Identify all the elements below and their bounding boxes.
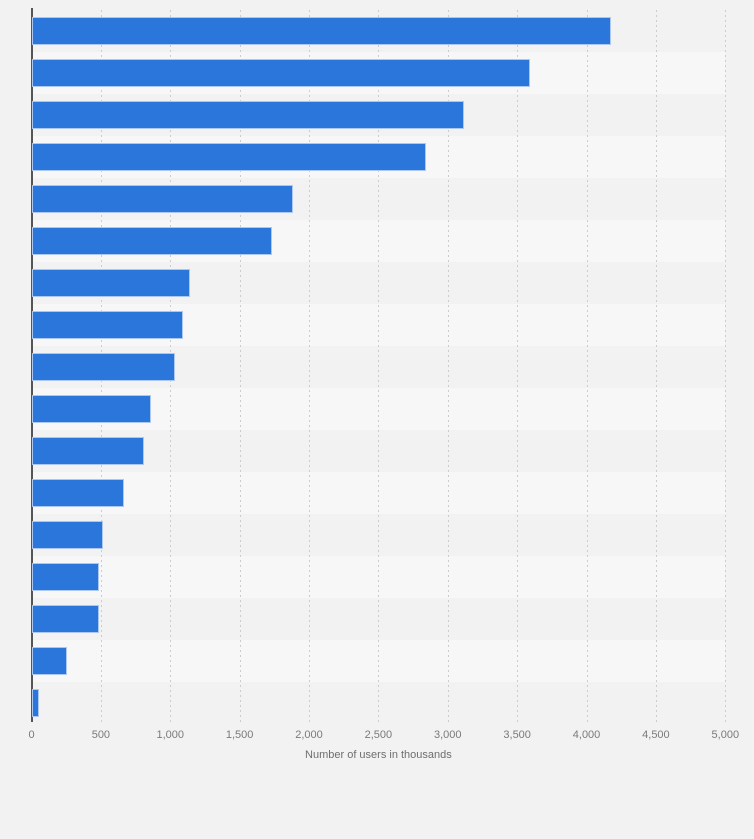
bar[interactable] (32, 269, 191, 297)
bar[interactable] (32, 689, 39, 717)
gridline (725, 10, 727, 724)
bar[interactable] (32, 395, 152, 423)
gridline (517, 10, 519, 724)
x-axis-tick-label: 2,500 (364, 729, 393, 741)
x-axis-title: Number of users in thousands (305, 749, 452, 761)
bar[interactable] (32, 479, 124, 507)
x-axis-tick-label: 0 (28, 729, 35, 741)
bar[interactable] (32, 59, 531, 87)
bar[interactable] (32, 17, 611, 45)
gridline (239, 10, 241, 724)
y-axis-line (30, 8, 33, 722)
gridline (447, 10, 449, 724)
x-axis-tick-label: 3,500 (503, 729, 531, 741)
gridline (309, 10, 311, 724)
bar[interactable] (32, 185, 293, 213)
bar[interactable] (32, 521, 103, 549)
x-axis-tick-label: 4,000 (572, 729, 601, 741)
x-axis-tick-label: 1,500 (225, 729, 254, 741)
bar[interactable] (32, 101, 464, 129)
bar[interactable] (32, 311, 184, 339)
gridline (655, 10, 657, 724)
gridline (378, 10, 380, 724)
bar[interactable] (32, 563, 99, 591)
bar[interactable] (32, 437, 145, 465)
x-axis-tick-label: 500 (91, 729, 111, 741)
x-axis-tick-label: 3,000 (434, 729, 462, 741)
bar[interactable] (32, 605, 100, 633)
x-axis-tick-label: 1,000 (156, 729, 185, 741)
bar[interactable] (32, 353, 175, 381)
bar[interactable] (32, 143, 427, 171)
gridline (586, 10, 588, 724)
x-axis-tick-label: 5,000 (711, 729, 740, 741)
x-axis-tick-label: 2,000 (295, 729, 323, 741)
x-axis-tick-label: 4,500 (642, 729, 670, 741)
bar[interactable] (32, 647, 67, 675)
bar[interactable] (32, 227, 273, 255)
